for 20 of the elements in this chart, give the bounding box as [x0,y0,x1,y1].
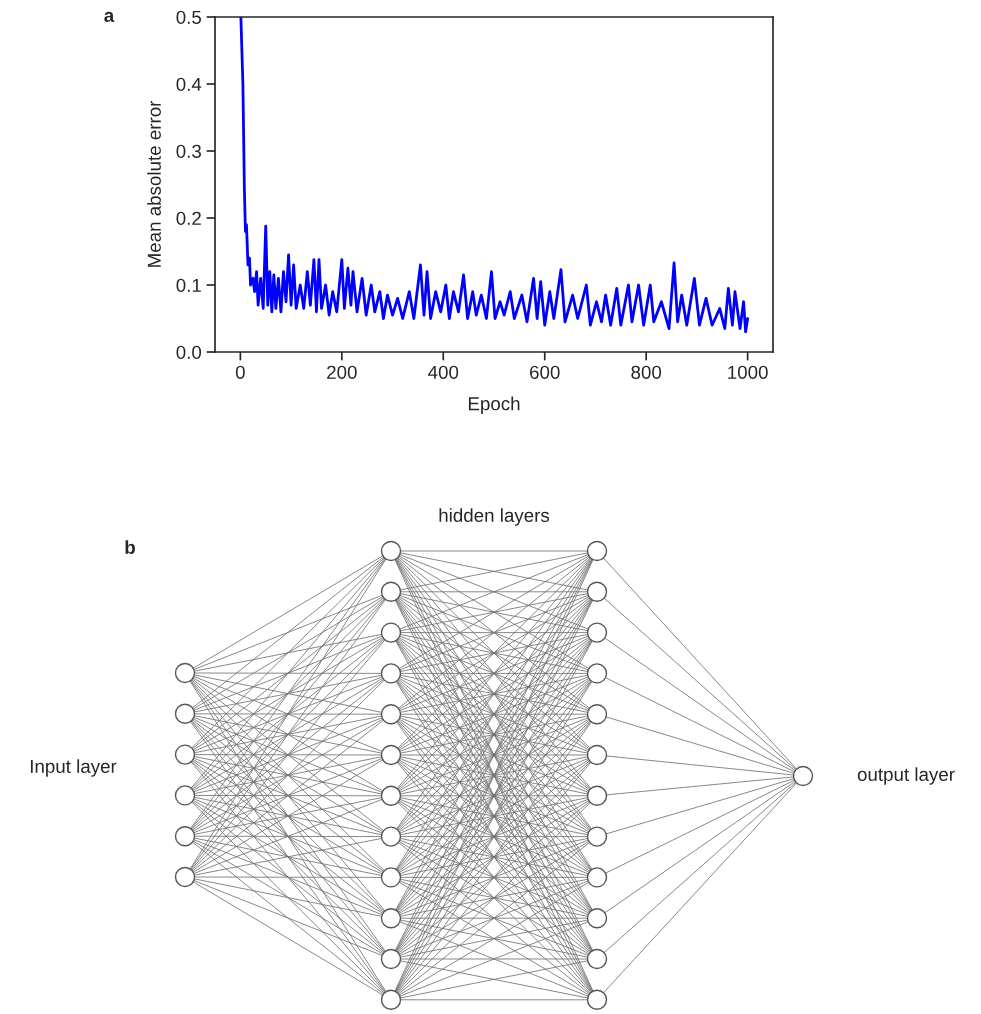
text: a [104,11,115,23]
y-tick-label: 0.1 [176,278,201,292]
y-tick-label: 0.2 [176,211,201,225]
y-tick-label: 0.5 [176,10,202,24]
x-tick-label: 600 [530,365,560,379]
line-series [239,17,750,334]
x-tick-label: 0 [235,365,245,379]
y-tick-label: 0.0 [176,345,202,359]
x-tick-label: 800 [631,365,662,379]
text: output layer [857,767,955,785]
y-axis-title: Mean absolute error [147,100,161,267]
x-tick-label: 200 [327,365,357,379]
x-axis-title: Epoch [468,396,520,415]
y-tick-label: 0.3 [176,144,201,158]
y-tick-label: 0.4 [176,77,202,91]
x-tick-label: 400 [428,365,459,379]
text: hidden layers [439,508,550,526]
text: Input layer [30,759,117,777]
text: b [125,540,135,555]
x-tick-label: 1000 [728,365,768,379]
